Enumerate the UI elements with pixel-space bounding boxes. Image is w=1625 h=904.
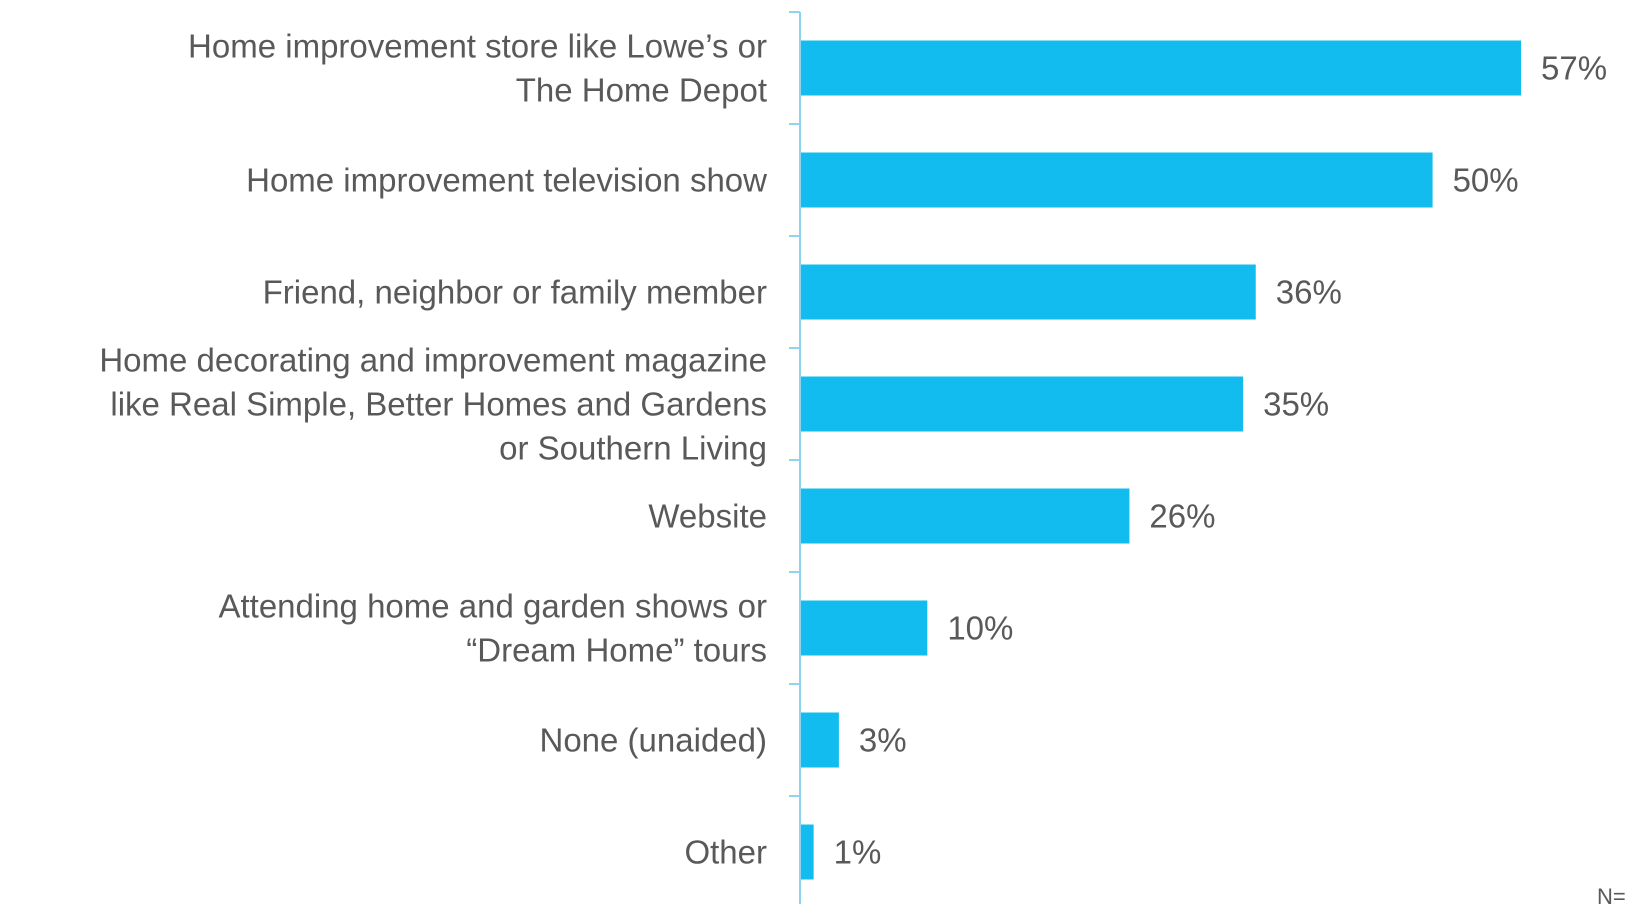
value-label: 50% [1453,162,1519,199]
category-label: Home improvement television show [246,162,767,199]
value-label: 1% [834,834,882,871]
category-labels: Home improvement store like Lowe’s or The… [99,28,767,871]
bar [801,600,928,656]
value-label: 3% [859,722,907,759]
value-label: 36% [1276,274,1342,311]
value-label: 57% [1541,50,1607,87]
footnote: N= [1597,884,1625,904]
bar [801,376,1244,432]
bar [801,712,839,768]
value-labels: 57% 50% 36% 35% 26% 10% 3% 1% [834,50,1607,871]
category-label: Home improvement store like Lowe’s or The… [188,28,767,109]
category-label: Website [648,498,767,535]
category-label: Home decorating and improvement magazine… [99,342,767,467]
bar [801,40,1521,96]
value-label: 10% [947,610,1013,647]
category-label: Other [684,834,767,871]
bar [801,488,1130,544]
bar [801,152,1433,208]
category-axis [789,11,801,904]
value-label: 35% [1263,386,1329,423]
category-label: Attending home and garden shows or “Dream… [218,588,767,669]
bar [801,264,1256,320]
bars [801,40,1521,880]
value-label: 26% [1149,498,1215,535]
bar [801,824,814,880]
category-label: None (unaided) [540,722,768,759]
category-label: Friend, neighbor or family member [263,274,767,311]
